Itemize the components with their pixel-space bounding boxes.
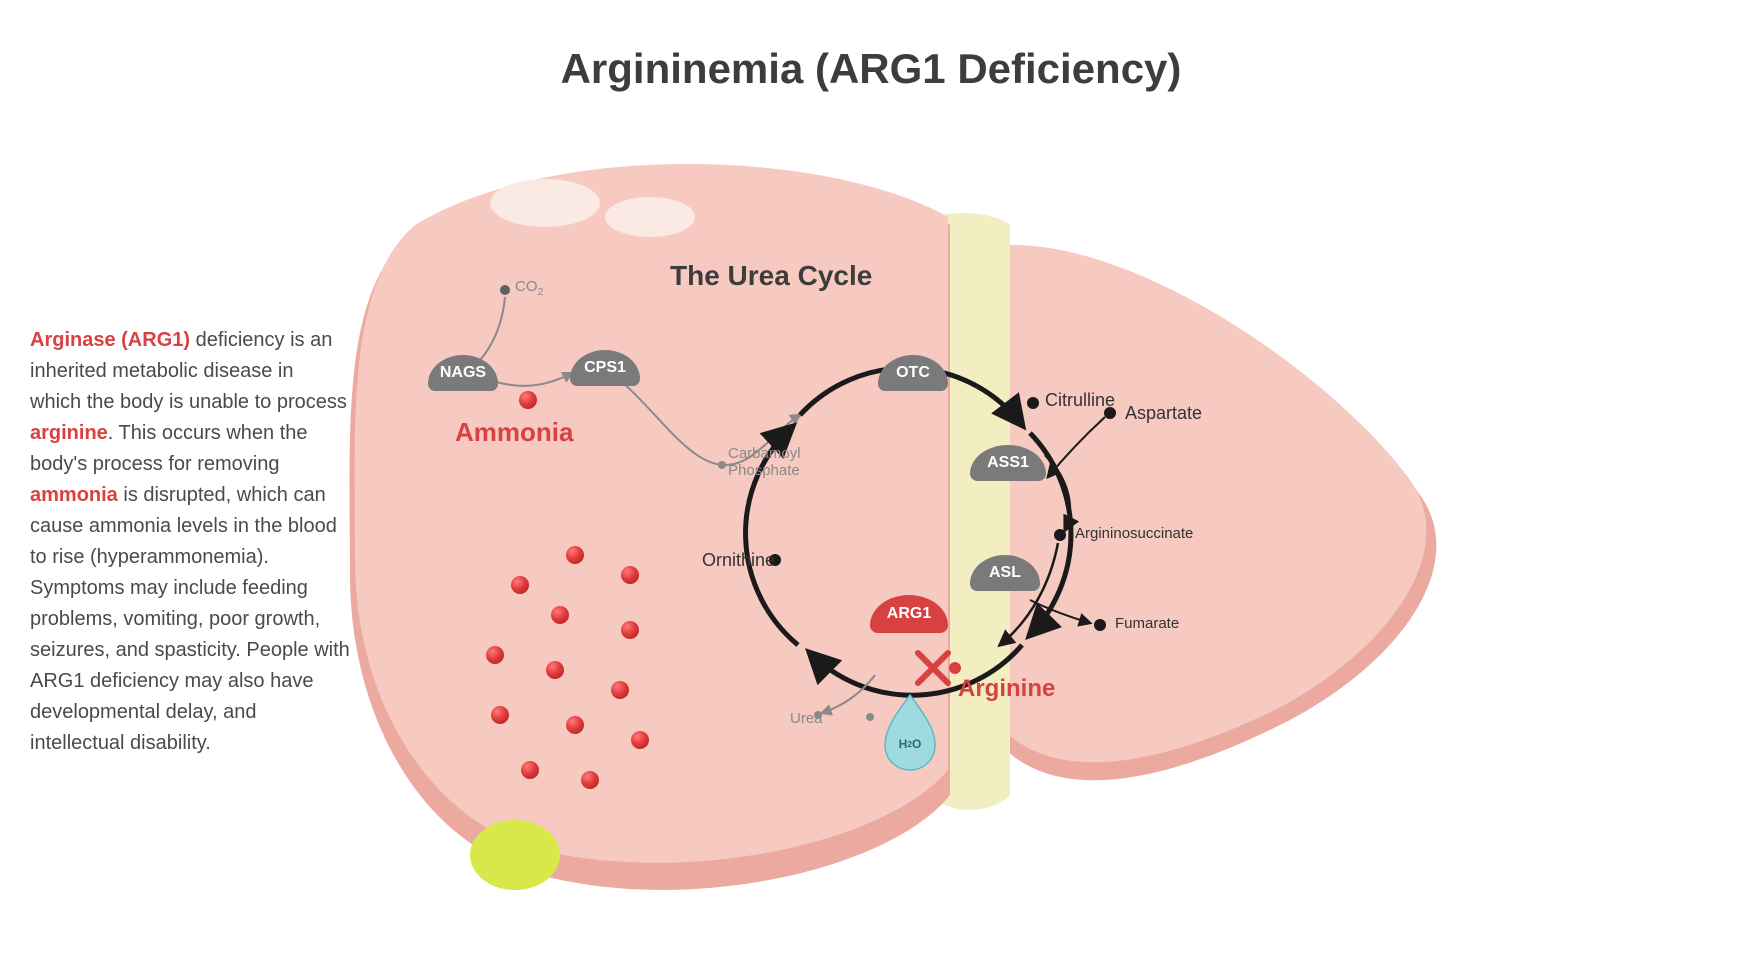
diagram-subtitle: The Urea Cycle bbox=[670, 260, 872, 292]
liver-svg bbox=[330, 155, 1450, 915]
liver-shine-1 bbox=[490, 179, 600, 227]
desc-seg3: is disrupted, which can cause ammonia le… bbox=[30, 484, 350, 754]
desc-arg1: Arginase (ARG1) bbox=[30, 329, 190, 351]
label-citrulline: Citrulline bbox=[1045, 390, 1115, 411]
desc-arginine: arginine bbox=[30, 422, 108, 444]
label-co2: CO2 bbox=[515, 278, 543, 298]
label-arginine: Arginine bbox=[958, 675, 1055, 703]
arginine-dot bbox=[949, 662, 961, 674]
liver-shine-2 bbox=[605, 197, 695, 237]
co2-dot bbox=[500, 285, 510, 295]
carbamoyl-dot bbox=[718, 461, 726, 469]
argsucc-dot bbox=[1054, 529, 1066, 541]
page-title: Argininemia (ARG1 Deficiency) bbox=[0, 45, 1742, 93]
desc-ammonia: ammonia bbox=[30, 484, 118, 506]
gallbladder bbox=[470, 820, 560, 890]
ammonia-dot bbox=[519, 391, 537, 409]
label-h2o: H2O bbox=[893, 737, 927, 751]
fumarate-dot bbox=[1094, 619, 1106, 631]
liver-diagram: The Urea Cycle NAGS CPS1 OTC ASS1 ASL AR… bbox=[330, 155, 1450, 915]
label-aspartate: Aspartate bbox=[1125, 403, 1202, 424]
label-carbamoyl: Carbamoyl Phosphate bbox=[728, 445, 801, 480]
label-ornithine: Ornithine bbox=[702, 550, 775, 571]
label-argsucc: Argininosuccinate bbox=[1075, 525, 1193, 542]
label-fumarate: Fumarate bbox=[1115, 615, 1179, 632]
label-urea: Urea bbox=[790, 710, 823, 727]
citrulline-dot bbox=[1027, 397, 1039, 409]
urea-dot bbox=[866, 713, 874, 721]
label-ammonia: Ammonia bbox=[455, 417, 573, 448]
description-text: Arginase (ARG1) deficiency is an inherit… bbox=[30, 325, 350, 759]
